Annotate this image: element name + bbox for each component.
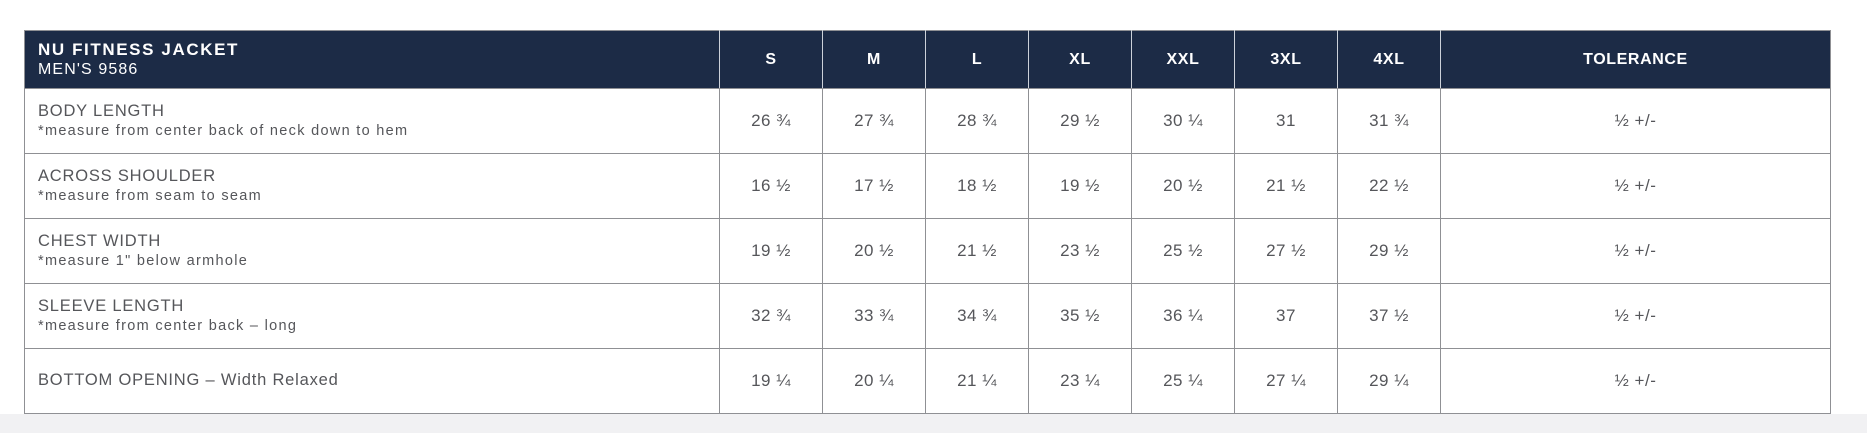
size-value-cell: 29 ½ — [1337, 218, 1441, 284]
measurement-label-cell: ACROSS SHOULDER *measure from seam to se… — [24, 153, 720, 219]
tolerance-value-cell: ½ +/- — [1440, 88, 1831, 154]
size-value-cell: 18 ½ — [925, 153, 1029, 219]
product-subtitle: MEN'S 9586 — [38, 61, 139, 79]
size-value-cell: 37 — [1234, 283, 1338, 349]
table-row-sleeve-length: SLEEVE LENGTH *measure from center back … — [24, 283, 1831, 349]
size-header-xxl: XXL — [1131, 30, 1235, 89]
measurement-name: BODY LENGTH — [38, 101, 165, 120]
size-value-cell: 34 ¾ — [925, 283, 1029, 349]
size-value-cell: 21 ½ — [1234, 153, 1338, 219]
size-header-xl: XL — [1028, 30, 1132, 89]
size-header-3xl: 3XL — [1234, 30, 1338, 89]
size-value-cell: 23 ¼ — [1028, 348, 1132, 414]
size-value-cell: 16 ½ — [719, 153, 823, 219]
size-value-cell: 21 ¼ — [925, 348, 1029, 414]
table-row-chest-width: CHEST WIDTH *measure 1" below armhole 19… — [24, 218, 1831, 284]
size-value-cell: 19 ½ — [719, 218, 823, 284]
tolerance-value-cell: ½ +/- — [1440, 153, 1831, 219]
size-header-s: S — [719, 30, 823, 89]
measurement-note: *measure 1" below armhole — [38, 253, 249, 270]
size-value-cell: 29 ½ — [1028, 88, 1132, 154]
measurement-label-cell: CHEST WIDTH *measure 1" below armhole — [24, 218, 720, 284]
tolerance-header: TOLERANCE — [1440, 30, 1831, 89]
product-title: NU FITNESS JACKET — [38, 39, 239, 59]
measurement-label-cell: BOTTOM OPENING – Width Relaxed — [24, 348, 720, 414]
measurement-note: *measure from seam to seam — [38, 188, 262, 205]
size-header-4xl: 4XL — [1337, 30, 1441, 89]
table-row-across-shoulder: ACROSS SHOULDER *measure from seam to se… — [24, 153, 1831, 219]
measurement-name: CHEST WIDTH — [38, 231, 162, 250]
size-value-cell: 29 ¼ — [1337, 348, 1441, 414]
size-value-cell: 17 ½ — [822, 153, 926, 219]
product-header-cell: NU FITNESS JACKET MEN'S 9586 — [24, 30, 720, 89]
measurement-name: BOTTOM OPENING – Width Relaxed — [38, 371, 339, 390]
tolerance-value-cell: ½ +/- — [1440, 218, 1831, 284]
size-value-cell: 35 ½ — [1028, 283, 1132, 349]
size-header-l: L — [925, 30, 1029, 89]
measurement-label-cell: BODY LENGTH *measure from center back of… — [24, 88, 720, 154]
measurement-label-cell: SLEEVE LENGTH *measure from center back … — [24, 283, 720, 349]
measurement-name: ACROSS SHOULDER — [38, 166, 216, 185]
measurement-name: SLEEVE LENGTH — [38, 296, 185, 315]
table-row-body-length: BODY LENGTH *measure from center back of… — [24, 88, 1831, 154]
size-value-cell: 31 ¾ — [1337, 88, 1441, 154]
size-value-cell: 31 — [1234, 88, 1338, 154]
size-value-cell: 36 ¼ — [1131, 283, 1235, 349]
size-value-cell: 33 ¾ — [822, 283, 926, 349]
size-value-cell: 32 ¾ — [719, 283, 823, 349]
size-value-cell: 25 ½ — [1131, 218, 1235, 284]
size-value-cell: 19 ½ — [1028, 153, 1132, 219]
size-value-cell: 27 ¼ — [1234, 348, 1338, 414]
page-bottom-strip — [0, 414, 1867, 433]
header-row: NU FITNESS JACKET MEN'S 9586 S M L XL XX… — [24, 30, 1831, 89]
measurement-note: *measure from center back of neck down t… — [38, 123, 409, 140]
size-value-cell: 27 ¾ — [822, 88, 926, 154]
size-value-cell: 20 ¼ — [822, 348, 926, 414]
size-value-cell: 23 ½ — [1028, 218, 1132, 284]
size-value-cell: 20 ½ — [822, 218, 926, 284]
size-value-cell: 20 ½ — [1131, 153, 1235, 219]
tolerance-value-cell: ½ +/- — [1440, 348, 1831, 414]
tolerance-value-cell: ½ +/- — [1440, 283, 1831, 349]
size-value-cell: 30 ¼ — [1131, 88, 1235, 154]
table-row-bottom-opening: BOTTOM OPENING – Width Relaxed 19 ¼ 20 ¼… — [24, 348, 1831, 414]
size-value-cell: 25 ¼ — [1131, 348, 1235, 414]
size-header-m: M — [822, 30, 926, 89]
size-value-cell: 22 ½ — [1337, 153, 1441, 219]
size-chart-table: NU FITNESS JACKET MEN'S 9586 S M L XL XX… — [24, 30, 1831, 414]
size-value-cell: 37 ½ — [1337, 283, 1441, 349]
size-value-cell: 27 ½ — [1234, 218, 1338, 284]
measurement-note: *measure from center back – long — [38, 318, 298, 335]
size-value-cell: 21 ½ — [925, 218, 1029, 284]
size-value-cell: 28 ¾ — [925, 88, 1029, 154]
size-value-cell: 26 ¾ — [719, 88, 823, 154]
size-value-cell: 19 ¼ — [719, 348, 823, 414]
